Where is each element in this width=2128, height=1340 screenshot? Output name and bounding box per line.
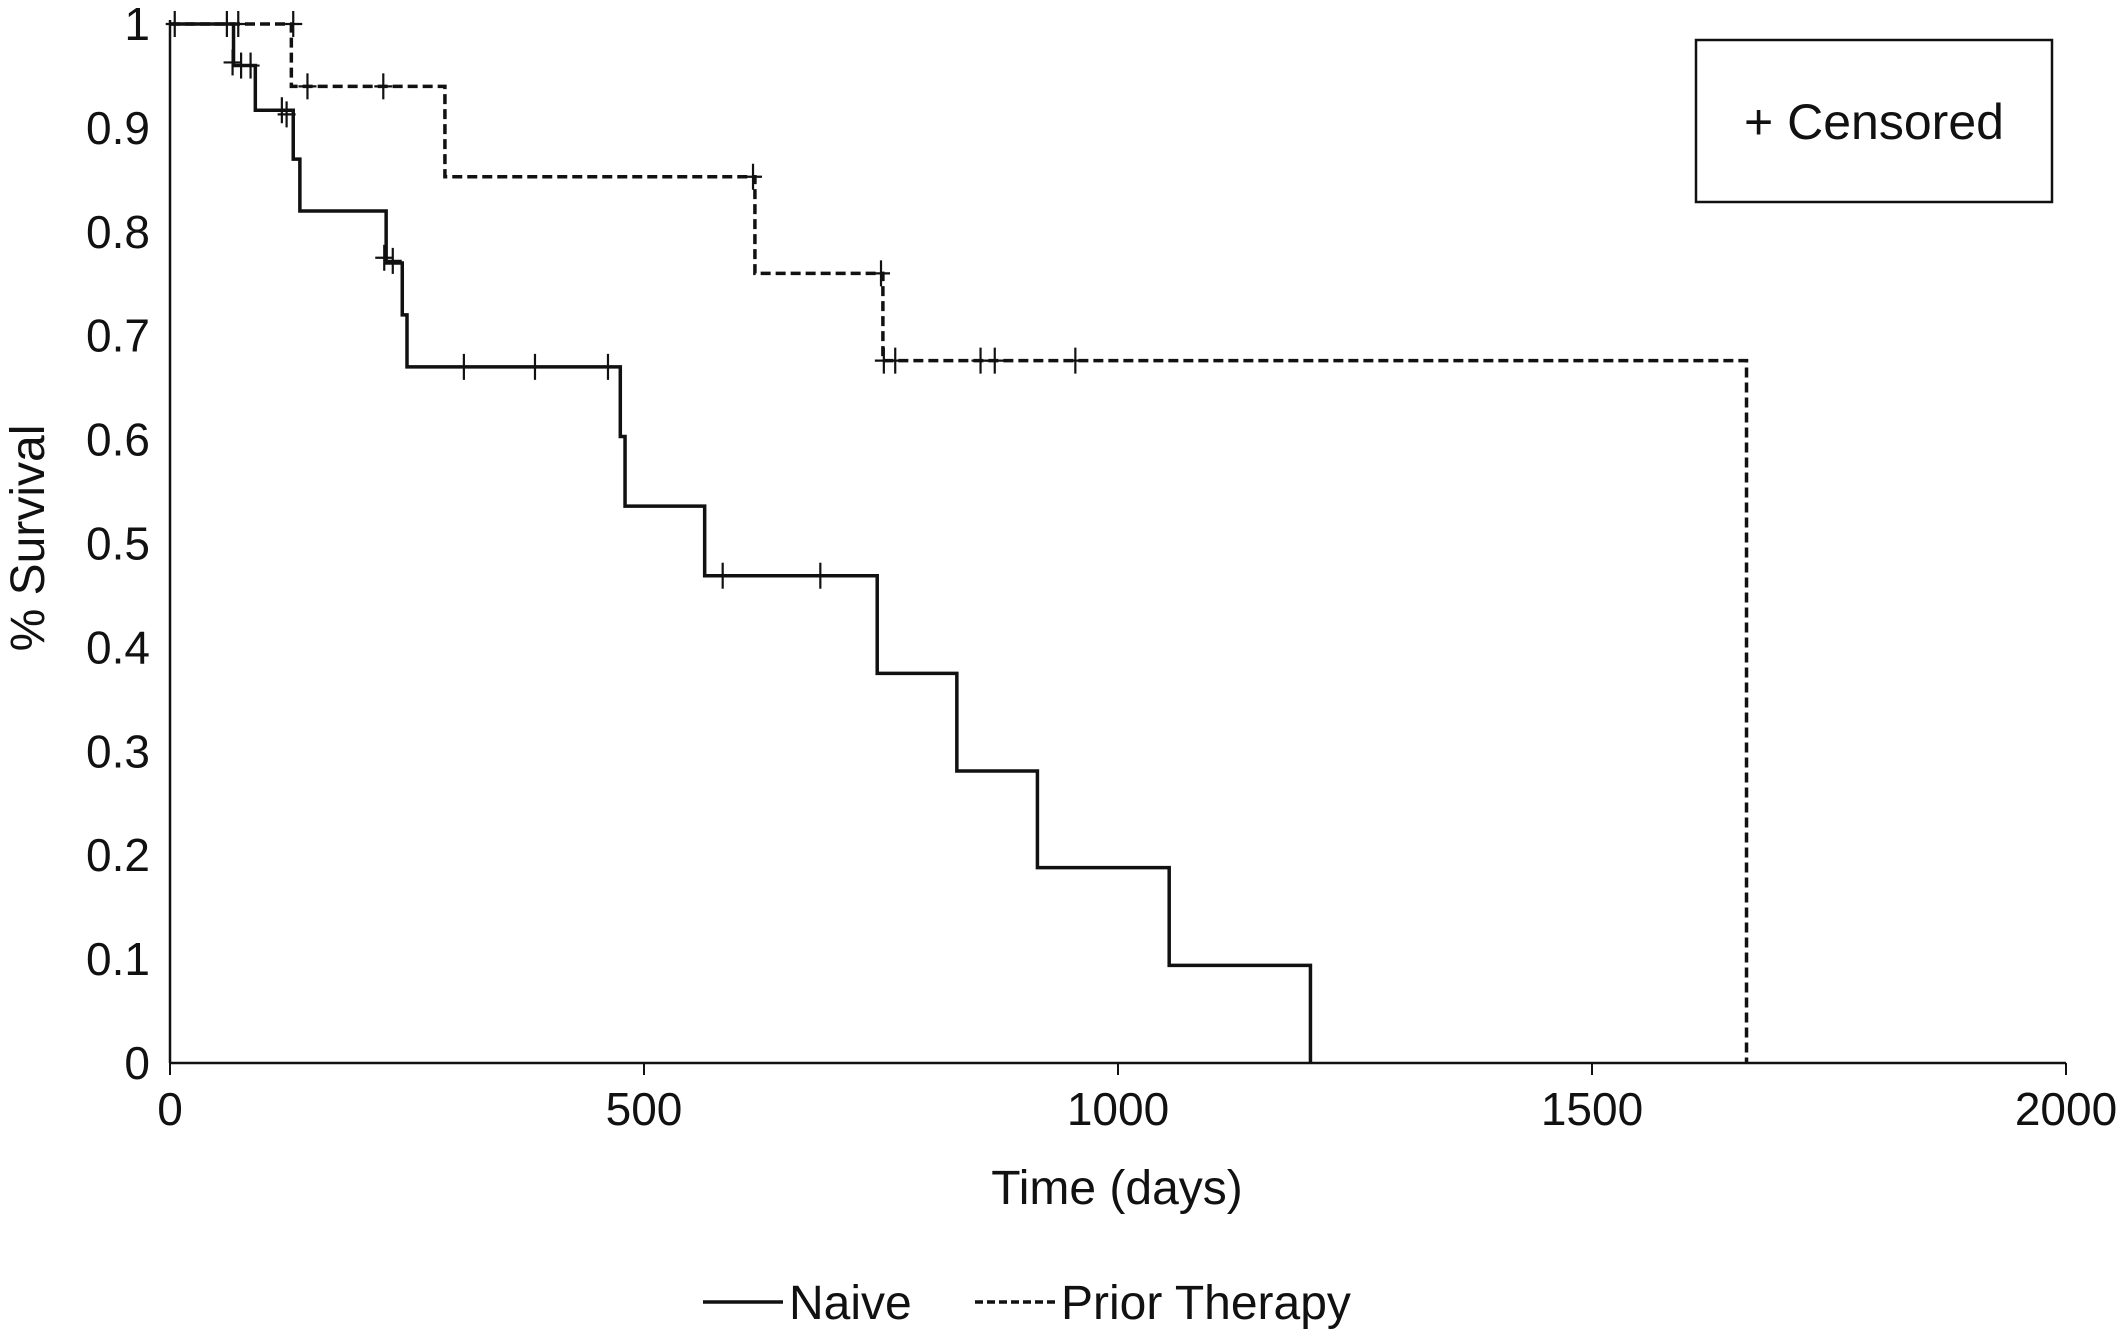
series-layer	[170, 22, 1749, 1063]
censor-mark	[375, 244, 394, 271]
annotation-label: + Censored	[1744, 94, 2004, 150]
censor-mark	[241, 52, 260, 79]
censor-mark	[284, 11, 303, 37]
x-tick-label: 500	[606, 1083, 683, 1135]
y-tick-label: 0.7	[86, 310, 150, 362]
censor-mark	[713, 562, 732, 589]
y-tick-label: 0.5	[86, 518, 150, 570]
censor-mark	[298, 73, 317, 100]
censor-mark	[374, 73, 393, 100]
axes: 0 500 1000 1500 2000 0 0.1 0.2 0.3 0.4 0.5 0.6 0.7 0.…	[86, 0, 2117, 1135]
y-tick-label: 0.1	[86, 933, 150, 985]
censor-mark	[229, 11, 248, 37]
y-tick-label: 0.2	[86, 829, 150, 881]
series-line-prior-therapy	[170, 22, 1749, 1063]
censor-mark	[165, 11, 184, 37]
y-tick-label: 1	[124, 0, 150, 50]
censor-mark	[383, 247, 402, 274]
censor-mark	[985, 347, 1004, 374]
censor-mark	[1066, 347, 1085, 374]
legend: Naive Prior Therapy	[703, 1277, 1351, 1330]
censor-mark	[872, 260, 890, 287]
censor-mark	[525, 353, 544, 380]
legend-item-prior-therapy: Prior Therapy	[975, 1277, 1351, 1330]
x-axis-title: Time (days)	[991, 1162, 1243, 1215]
y-axis-title: % Survival	[2, 425, 55, 652]
censor-mark	[454, 353, 473, 380]
censor-mark	[277, 101, 296, 128]
y-tick-label: 0.4	[86, 621, 150, 673]
legend-label: Prior Therapy	[1061, 1277, 1351, 1330]
legend-item-naive: Naive	[703, 1277, 912, 1330]
censor-mark	[223, 49, 242, 76]
censor-mark	[886, 347, 905, 374]
y-tick-label: 0.9	[86, 102, 150, 154]
censored-annotation-box: + Censored	[1694, 38, 2054, 204]
censor-mark	[811, 562, 830, 589]
y-tick-label: 0.8	[86, 206, 150, 258]
legend-label: Naive	[789, 1277, 912, 1330]
x-tick-label: 1000	[1067, 1083, 1169, 1135]
y-tick-label: 0.6	[86, 414, 150, 466]
censor-mark	[744, 163, 763, 190]
y-tick-label: 0.3	[86, 725, 150, 777]
annotation-border	[1694, 38, 2054, 204]
series-line-naive	[170, 22, 1313, 1063]
censor-marks	[165, 11, 1085, 589]
x-tick-label: 0	[157, 1083, 183, 1135]
x-tick-label: 1500	[1541, 1083, 1643, 1135]
y-tick-label: 0	[124, 1037, 150, 1089]
censor-mark	[598, 353, 617, 380]
x-tick-label: 2000	[2015, 1083, 2117, 1135]
censor-mark	[272, 97, 291, 124]
